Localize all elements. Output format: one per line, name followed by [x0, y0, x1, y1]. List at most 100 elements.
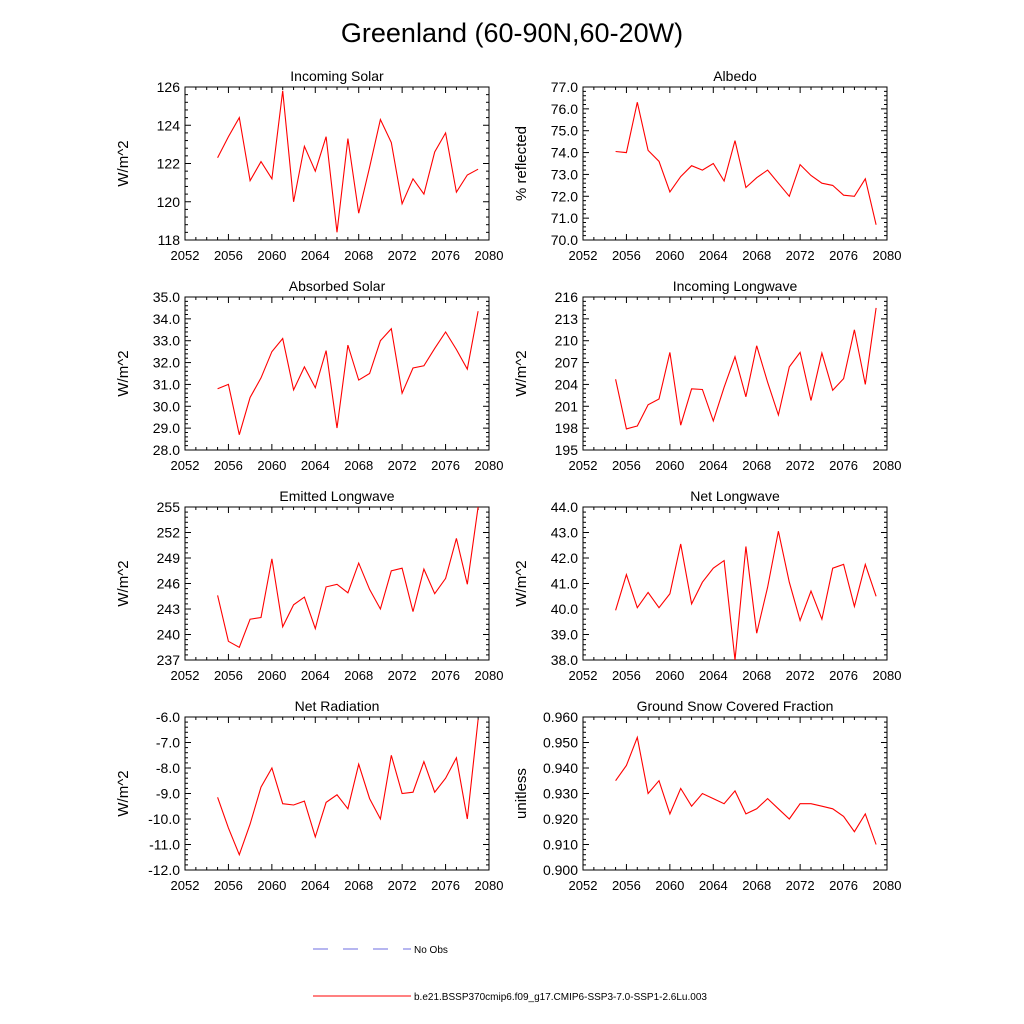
x-tick-label: 2068: [742, 668, 771, 683]
panel-title: Incoming Solar: [290, 68, 384, 84]
y-tick-label: 34.0: [153, 311, 180, 327]
x-tick-label: 2060: [655, 458, 684, 473]
y-axis-label: W/m^2: [115, 350, 132, 396]
y-tick-label: 201: [555, 398, 579, 414]
y-tick-label: 39.0: [551, 627, 578, 643]
y-axis-label: W/m^2: [513, 560, 530, 606]
y-tick-label: 70.0: [551, 232, 578, 248]
panel-5: Emitted Longwave W/m^2 2052 2056 2060 2064 206…: [115, 488, 503, 683]
y-axis-label: W/m^2: [115, 140, 132, 186]
x-tick-label: 2080: [873, 458, 902, 473]
x-tick-label: 2064: [699, 878, 728, 893]
x-tick-label: 2052: [171, 878, 200, 893]
x-tick-label: 2080: [475, 458, 504, 473]
x-tick-label: 2056: [612, 248, 641, 263]
panel-1: Incoming Solar W/m^2 2052 2056 2060 2064 2068 2…: [115, 68, 503, 263]
series-line: [615, 735, 877, 845]
x-tick-label: 2060: [655, 668, 684, 683]
x-tick-label: 2072: [388, 878, 417, 893]
x-tick-label: 2080: [873, 878, 902, 893]
panel-8: Ground Snow Covered Fraction unitless 2052…: [513, 698, 901, 893]
x-tick-label: 2064: [301, 878, 330, 893]
x-tick-label: 2080: [475, 878, 504, 893]
y-tick-label: 204: [555, 376, 579, 392]
plot-frame: [582, 86, 888, 241]
y-tick-label: 0.930: [543, 786, 578, 802]
x-tick-label: 2064: [699, 458, 728, 473]
y-tick-label: 29.0: [153, 420, 180, 436]
y-tick-label: -6.0: [156, 709, 180, 725]
panel-2: Albedo % reflected 2052 2056 2060 2064 2068 207…: [513, 68, 901, 263]
panel-title: Albedo: [713, 68, 757, 84]
y-tick-label: 252: [157, 525, 181, 541]
panel-title: Net Longwave: [690, 488, 780, 504]
panel-title: Emitted Longwave: [279, 488, 394, 504]
x-tick-label: 2056: [612, 458, 641, 473]
y-tick-label: 41.0: [551, 576, 578, 592]
x-tick-label: 2064: [301, 668, 330, 683]
y-tick-label: 71.0: [551, 210, 578, 226]
plot-frame: [184, 86, 490, 241]
x-tick-label: 2068: [742, 878, 771, 893]
x-tick-label: 2076: [431, 668, 460, 683]
y-tick-label: 30.0: [153, 398, 180, 414]
x-tick-label: 2080: [873, 668, 902, 683]
x-tick-label: 2076: [431, 458, 460, 473]
series-line: [217, 90, 479, 233]
y-tick-label: 32.0: [153, 355, 180, 371]
y-tick-label: 0.900: [543, 862, 578, 878]
x-tick-label: 2072: [786, 248, 815, 263]
x-tick-label: 2064: [301, 248, 330, 263]
x-tick-label: 2068: [742, 458, 771, 473]
x-tick-label: 2080: [475, 248, 504, 263]
x-tick-label: 2052: [569, 668, 598, 683]
panel-title: Incoming Longwave: [673, 278, 798, 294]
y-tick-label: 240: [157, 627, 181, 643]
y-axis-label: % reflected: [513, 126, 530, 201]
x-tick-label: 2076: [829, 458, 858, 473]
x-tick-label: 2052: [171, 248, 200, 263]
y-tick-label: 76.0: [551, 101, 578, 117]
y-tick-label: 120: [157, 194, 181, 210]
y-tick-label: 0.960: [543, 709, 578, 725]
y-tick-label: 210: [555, 333, 579, 349]
y-axis-label: unitless: [513, 768, 530, 819]
y-tick-label: 77.0: [551, 79, 578, 95]
panel-6: Net Longwave W/m^2 2052 2056 2060 2064 2068 207…: [513, 488, 901, 683]
y-tick-label: 122: [157, 156, 181, 172]
x-tick-label: 2052: [569, 878, 598, 893]
x-tick-label: 2056: [214, 248, 243, 263]
x-tick-label: 2076: [431, 248, 460, 263]
plot-frame: [582, 506, 888, 661]
plot-frame: [184, 506, 490, 661]
y-tick-label: 0.920: [543, 811, 578, 827]
x-tick-label: 2072: [786, 668, 815, 683]
y-tick-label: 75.0: [551, 123, 578, 139]
x-tick-label: 2060: [655, 878, 684, 893]
y-tick-label: 35.0: [153, 289, 180, 305]
y-tick-label: 74.0: [551, 145, 578, 161]
panel-title: Absorbed Solar: [289, 278, 386, 294]
y-tick-label: 213: [555, 311, 579, 327]
x-tick-label: 2068: [344, 458, 373, 473]
x-tick-label: 2052: [171, 668, 200, 683]
y-axis-label: W/m^2: [115, 560, 132, 606]
figure-title: Greenland (60-90N,60-20W): [341, 18, 683, 48]
plot-frame: [184, 716, 490, 871]
y-tick-label: 243: [157, 601, 181, 617]
series-line: [615, 531, 877, 661]
x-tick-label: 2056: [214, 668, 243, 683]
x-tick-label: 2072: [388, 248, 417, 263]
y-tick-label: 31.0: [153, 376, 180, 392]
y-tick-label: 249: [157, 550, 181, 566]
y-tick-label: 246: [157, 576, 181, 592]
x-tick-label: 2052: [171, 458, 200, 473]
panel-3: Absorbed Solar W/m^2 2052 2056 2060 2064 2068 2…: [115, 278, 503, 473]
y-tick-label: -9.0: [156, 786, 180, 802]
x-tick-label: 2060: [257, 668, 286, 683]
y-tick-label: 44.0: [551, 499, 578, 515]
y-tick-label: 28.0: [153, 442, 180, 458]
x-tick-label: 2072: [388, 668, 417, 683]
series-line: [217, 719, 479, 857]
